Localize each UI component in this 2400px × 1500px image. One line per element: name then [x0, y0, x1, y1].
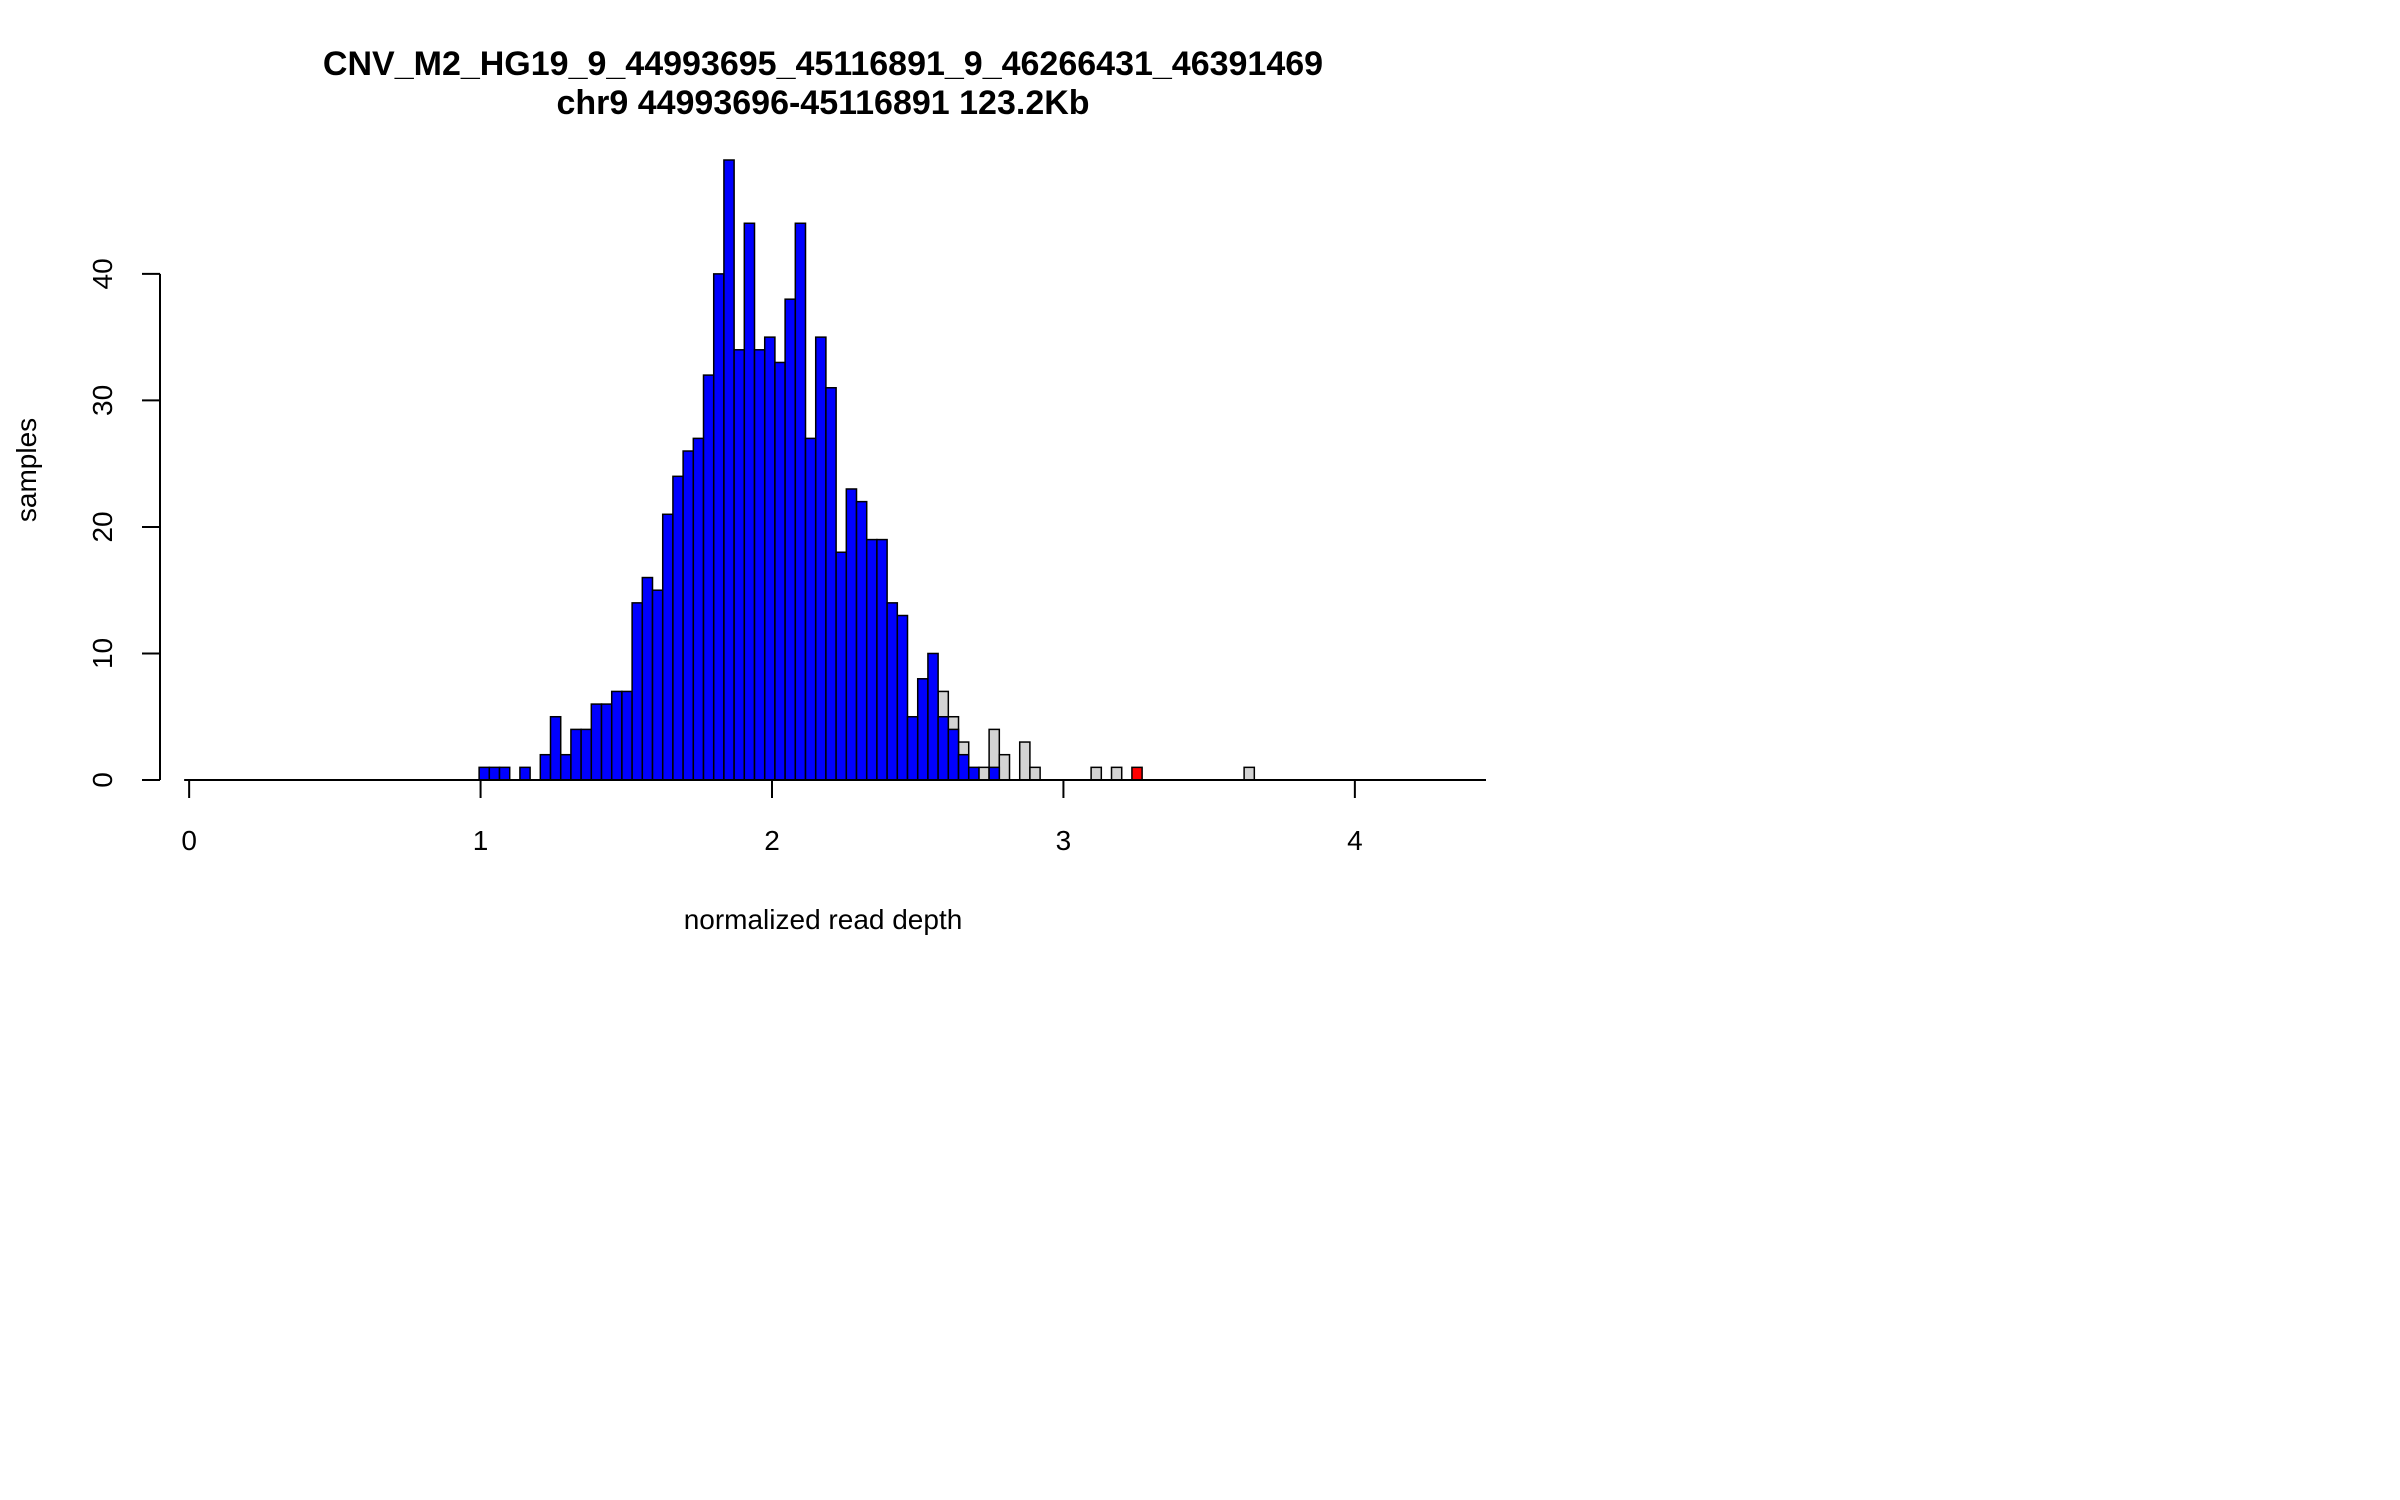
histogram-bar — [784, 298, 797, 781]
histogram-bar — [590, 703, 603, 781]
histogram-bar — [1090, 766, 1103, 781]
histogram-bar — [1131, 766, 1143, 781]
histogram-bar — [610, 690, 623, 781]
histogram-bar — [641, 576, 654, 781]
histogram-bars — [478, 159, 1256, 781]
histogram-bar — [519, 766, 531, 781]
histogram-bar — [814, 336, 827, 781]
histogram-bar — [967, 766, 980, 781]
histogram-bar — [937, 715, 950, 781]
y-tick-label: 10 — [87, 638, 118, 669]
histogram-bar — [498, 766, 511, 781]
y-axis: 0 10 20 30 40 — [87, 258, 161, 788]
chart-subtitle: chr9 44993696-45116891 123.2Kb — [556, 84, 1089, 122]
histogram-bar — [1018, 741, 1031, 781]
histogram-bar — [478, 766, 491, 781]
x-tick-label: 3 — [1056, 825, 1072, 856]
x-tick-label: 2 — [764, 825, 780, 856]
histogram-bar — [488, 766, 501, 781]
histogram-bar — [978, 766, 990, 781]
y-axis-label: samples — [11, 418, 42, 522]
x-axis: 0 1 2 3 4 — [181, 779, 1486, 856]
histogram-bar — [906, 715, 919, 781]
histogram-bar — [1110, 766, 1123, 781]
y-tick-label: 40 — [87, 258, 118, 289]
histogram-bar — [855, 500, 868, 781]
histogram-bar — [927, 652, 939, 781]
histogram-bar — [723, 159, 735, 781]
histogram-bar — [896, 614, 909, 781]
histogram-bar — [600, 703, 613, 781]
histogram-bar — [835, 551, 848, 781]
y-tick-label: 30 — [87, 385, 118, 416]
histogram-bar — [702, 374, 715, 781]
histogram-bar — [774, 361, 786, 781]
histogram-bar — [682, 450, 695, 781]
histogram-bar — [651, 589, 664, 781]
histogram-bar — [957, 753, 970, 781]
histogram-chart: CNV_M2_HG19_9_44993695_45116891_9_462664… — [11, 45, 1486, 935]
histogram-bar — [988, 766, 1001, 781]
x-tick-label: 1 — [473, 825, 489, 856]
histogram-bar — [886, 602, 899, 781]
y-tick-label: 20 — [87, 511, 118, 542]
histogram-bar — [845, 488, 858, 781]
histogram-bar — [621, 690, 633, 781]
histogram-bar — [947, 728, 960, 781]
histogram-bar — [825, 387, 837, 781]
histogram-bar — [1029, 766, 1041, 781]
x-tick-label: 0 — [181, 825, 197, 856]
histogram-bar — [743, 222, 756, 781]
histogram-bar — [692, 437, 705, 781]
histogram-bar — [539, 753, 552, 781]
histogram-bar — [865, 538, 878, 781]
histogram-bar — [631, 602, 644, 781]
histogram-bar — [549, 715, 562, 781]
histogram-bar — [804, 437, 817, 781]
histogram-bar — [916, 678, 929, 781]
histogram-bar — [794, 222, 807, 781]
histogram-bar — [998, 753, 1011, 781]
histogram-bar — [570, 728, 582, 781]
y-tick-label: 0 — [87, 772, 118, 788]
x-tick-label: 4 — [1347, 825, 1363, 856]
histogram-bar — [712, 273, 725, 781]
histogram-bar — [1243, 766, 1256, 781]
histogram-bar — [672, 475, 684, 781]
histogram-bar — [733, 349, 746, 781]
histogram-bar — [763, 336, 776, 781]
histogram-bar — [580, 728, 593, 781]
histogram-bar — [753, 349, 766, 781]
histogram-bar — [661, 513, 674, 781]
x-axis-label: normalized read depth — [684, 904, 963, 935]
chart-title: CNV_M2_HG19_9_44993695_45116891_9_462664… — [323, 45, 1323, 83]
histogram-bar — [876, 538, 888, 781]
histogram-bar — [559, 753, 572, 781]
